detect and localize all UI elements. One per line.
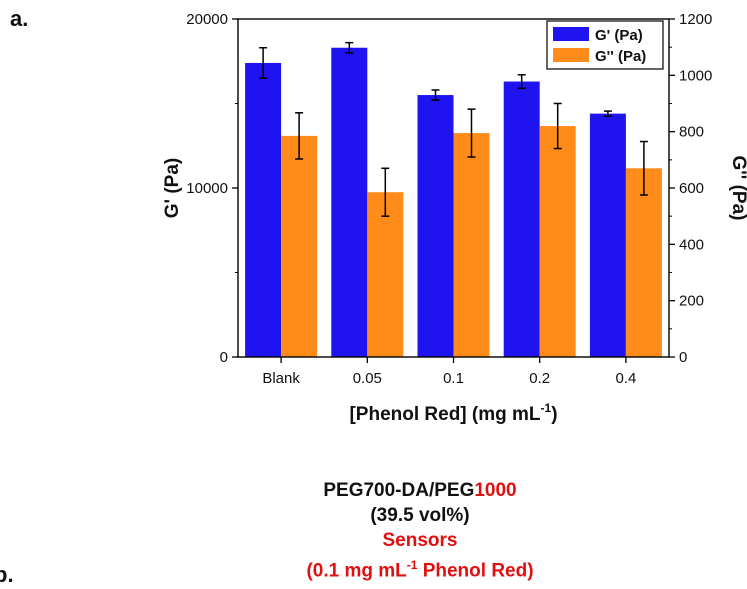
caption-line-3: Sensors xyxy=(382,530,458,551)
y-right-axis-title: G'' (Pa) xyxy=(728,156,747,221)
x-tick-label-4: 0.4 xyxy=(615,370,636,387)
bar-gprime-4 xyxy=(589,113,626,357)
caption-concentration: (0.1 mg mL xyxy=(306,560,407,582)
x-tick-label-2: 0.1 xyxy=(443,370,464,387)
caption-line-1: PEG700-DA/PEG1000 xyxy=(210,478,630,503)
legend-swatch-0 xyxy=(553,27,589,41)
x-tick-label-0: Blank xyxy=(262,370,300,387)
legend-swatch-1 xyxy=(553,48,589,62)
y-right-tick-label-0: 0 xyxy=(679,349,687,366)
caption-concentration-end: Phenol Red) xyxy=(417,560,534,582)
caption-formula: PEG700-DA/PEG xyxy=(323,480,475,501)
caption-concentration-sup: -1 xyxy=(406,558,418,572)
caption-line-2: (39.5 vol%) xyxy=(370,505,470,526)
y-right-tick-label-4: 800 xyxy=(679,124,704,141)
x-tick-label-3: 0.2 xyxy=(529,370,550,387)
x-tick-label-1: 0.05 xyxy=(353,370,382,387)
y-left-tick-label-1: 10000 xyxy=(186,180,228,197)
chart: Blank 0.05 0.1 0.2 0.4 0 10000 20000 0 200 400 600 8… xyxy=(162,11,747,425)
caption-formula-highlight: 1000 xyxy=(474,480,517,501)
x-axis-title: [Phenol Red] (mg mL-1) xyxy=(349,401,557,425)
y-left-axis-title: G' (Pa) xyxy=(162,158,183,218)
chart-caption: PEG700-DA/PEG1000 (39.5 vol%) Sensors (0… xyxy=(210,478,630,583)
legend-label-0: G' (Pa) xyxy=(595,27,643,44)
y-right-tick-label-5: 1000 xyxy=(679,67,712,84)
y-right-tick-label-1: 200 xyxy=(679,293,704,310)
bar-gdoubleprime-4 xyxy=(625,168,662,357)
bar-gprime-3 xyxy=(503,81,540,357)
bar-gprime-0 xyxy=(245,62,282,357)
bar-gdoubleprime-1 xyxy=(367,192,404,357)
y-right-tick-label-6: 1200 xyxy=(679,11,712,28)
bar-gdoubleprime-0 xyxy=(281,135,318,357)
bar-gdoubleprime-3 xyxy=(539,126,576,358)
y-right-tick-label-3: 600 xyxy=(679,180,704,197)
bar-gprime-2 xyxy=(417,95,454,358)
panel-label-b: b. xyxy=(0,562,14,587)
y-right-tick-label-2: 400 xyxy=(679,236,704,253)
bar-gdoubleprime-2 xyxy=(453,133,490,357)
y-left-tick-label-2: 20000 xyxy=(186,11,228,28)
caption-line-4: (0.1 mg mL-1 Phenol Red) xyxy=(210,553,630,583)
y-left-tick-label-0: 0 xyxy=(220,349,228,366)
bar-gprime-1 xyxy=(331,47,368,357)
panel-label-a: a. xyxy=(10,6,29,31)
legend-label-1: G'' (Pa) xyxy=(595,48,646,65)
